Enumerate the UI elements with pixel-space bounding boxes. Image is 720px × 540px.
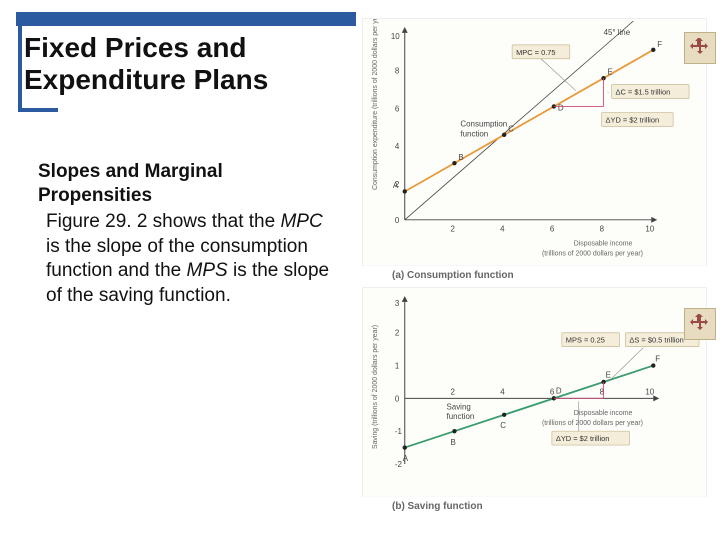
title-line2: Expenditure Plans <box>24 64 268 95</box>
svg-text:ΔC = $1.5 trillion: ΔC = $1.5 trillion <box>616 88 671 97</box>
saving-svg: -2 -1 0 1 2 3 2 4 6 8 10 A B C <box>363 288 706 497</box>
chart-b-caption: (b) Saving function <box>362 497 707 512</box>
svg-text:MPS = 0.25: MPS = 0.25 <box>566 336 605 345</box>
svg-text:D: D <box>556 386 562 395</box>
svg-text:8: 8 <box>395 67 400 76</box>
title-line1: Fixed Prices and <box>24 32 247 63</box>
svg-text:-2: -2 <box>395 460 403 469</box>
mpc-term: MPC <box>280 211 322 232</box>
mps-term: MPS <box>187 260 228 281</box>
consumption-svg: 0 2 4 6 8 10 2 4 6 8 10 45° line <box>363 19 706 266</box>
svg-text:(trillions of 2000 dollars per: (trillions of 2000 dollars per year) <box>542 420 643 427</box>
svg-text:4: 4 <box>500 387 505 396</box>
svg-text:Disposable income: Disposable income <box>574 241 633 248</box>
svg-text:ΔYD = $2 trillion: ΔYD = $2 trillion <box>606 115 660 124</box>
svg-text:E: E <box>608 68 613 77</box>
svg-text:Consumption: Consumption <box>460 119 507 128</box>
header-bar <box>16 12 356 26</box>
svg-text:ΔYD = $2 trillion: ΔYD = $2 trillion <box>556 434 610 443</box>
svg-text:2: 2 <box>450 225 455 234</box>
header-bottom-rule <box>18 108 58 112</box>
move-handle-icon[interactable] <box>684 32 716 64</box>
chart-a-caption: (a) Consumption function <box>362 266 707 281</box>
svg-text:ΔS = $0.5 trillion: ΔS = $0.5 trillion <box>629 336 683 345</box>
move-handle-icon[interactable] <box>684 308 716 340</box>
svg-text:8: 8 <box>600 225 605 234</box>
subhead-line1: Slopes and Marginal <box>38 161 223 182</box>
body-paragraph: Figure 29. 2 shows that the MPC is the s… <box>46 210 336 309</box>
svg-text:Consumption expenditure (trill: Consumption expenditure (trillions of 20… <box>372 19 379 190</box>
svg-text:A: A <box>403 454 409 463</box>
svg-text:2: 2 <box>395 329 400 338</box>
svg-text:6: 6 <box>395 104 400 113</box>
svg-text:B: B <box>450 438 455 447</box>
svg-text:function: function <box>460 129 488 138</box>
svg-text:4: 4 <box>500 225 505 234</box>
svg-text:A: A <box>393 181 399 190</box>
svg-text:0: 0 <box>395 216 400 225</box>
svg-text:4: 4 <box>395 142 400 151</box>
svg-text:D: D <box>558 103 564 112</box>
svg-text:10: 10 <box>391 32 400 41</box>
svg-text:6: 6 <box>550 225 555 234</box>
svg-text:Saving: Saving <box>447 402 471 411</box>
svg-text:F: F <box>657 40 662 49</box>
mpc-badge-text: MPC = 0.75 <box>516 48 555 57</box>
svg-text:2: 2 <box>450 387 455 396</box>
svg-text:function: function <box>447 412 475 421</box>
charts-column: 0 2 4 6 8 10 2 4 6 8 10 45° line <box>362 18 707 512</box>
svg-text:Disposable income: Disposable income <box>574 410 633 417</box>
svg-text:C: C <box>500 421 506 430</box>
svg-text:10: 10 <box>645 387 654 396</box>
svg-text:Saving (trillions of 2000 doll: Saving (trillions of 2000 dollars per ye… <box>372 325 379 449</box>
svg-text:3: 3 <box>395 299 400 308</box>
svg-text:E: E <box>606 370 611 379</box>
saving-chart: -2 -1 0 1 2 3 2 4 6 8 10 A B C <box>362 287 707 497</box>
svg-text:-1: -1 <box>395 427 403 436</box>
svg-text:0: 0 <box>395 394 400 403</box>
consumption-chart: 0 2 4 6 8 10 2 4 6 8 10 45° line <box>362 18 707 266</box>
svg-text:45° line: 45° line <box>604 28 631 37</box>
svg-text:(trillions of 2000 dollars per: (trillions of 2000 dollars per year) <box>542 251 643 258</box>
body-t1: Figure 29. 2 shows that the <box>46 211 275 232</box>
subhead-line2: Propensities <box>38 185 152 206</box>
svg-text:C: C <box>508 124 514 133</box>
section-subhead: Slopes and Marginal Propensities <box>38 160 338 208</box>
svg-text:10: 10 <box>645 225 654 234</box>
svg-text:6: 6 <box>550 387 555 396</box>
svg-text:F: F <box>655 355 660 364</box>
svg-text:1: 1 <box>395 362 400 371</box>
page-title: Fixed Prices and Expenditure Plans <box>18 32 348 96</box>
svg-text:B: B <box>458 153 463 162</box>
